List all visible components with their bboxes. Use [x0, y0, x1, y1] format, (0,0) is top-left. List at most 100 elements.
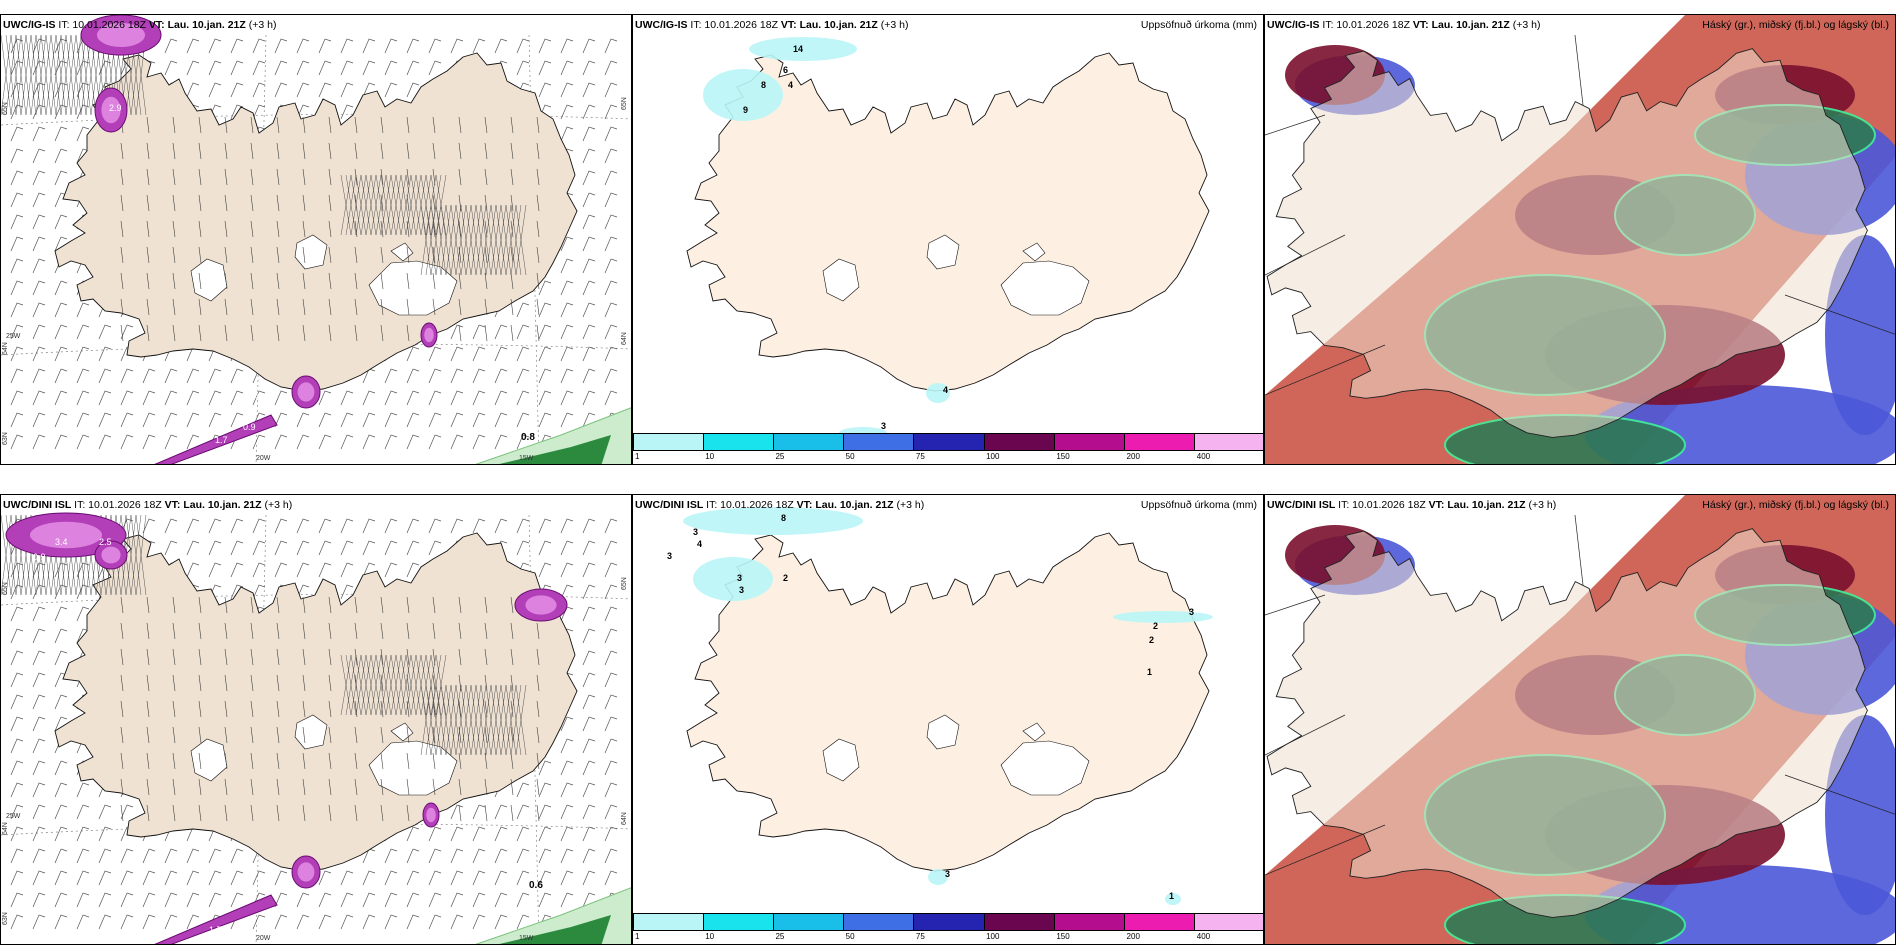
- wind-barb: [172, 622, 176, 640]
- wind-barb: [164, 540, 178, 556]
- precip-labels: 14 6 8 9 4 4 3: [743, 44, 948, 431]
- precip-label: 14: [793, 44, 803, 54]
- wind-barb: [76, 368, 90, 384]
- wind-barb: [198, 272, 202, 290]
- wind-barb: [516, 540, 530, 556]
- wind-barb: [328, 116, 332, 134]
- precip-panel-ig: UWC/IG-IS IT: 10.01.2026 18Z VT: Lau. 10…: [632, 14, 1264, 465]
- wind-barb: [510, 168, 514, 186]
- colorbar-swatch: [914, 914, 985, 930]
- wind-barb: [538, 870, 552, 886]
- wind-barb: [32, 892, 46, 908]
- wind-barb: [32, 628, 46, 644]
- wind-barb: [302, 752, 306, 770]
- wind-barb: [198, 298, 202, 316]
- wind-barb: [582, 368, 596, 384]
- wind-barb: [142, 434, 156, 450]
- wind-barb: [172, 674, 176, 692]
- wind-barb: [450, 434, 464, 450]
- colorbar: [633, 913, 1263, 931]
- wind-barb: [274, 914, 288, 930]
- wind-barb: [536, 272, 540, 290]
- precip-panel-dini: UWC/DINI ISL IT: 10.01.2026 18Z VT: Lau.…: [632, 494, 1264, 945]
- wind-barb: [186, 412, 200, 428]
- cloud-panel-dini: UWC/DINI ISL IT: 10.01.2026 18Z VT: Lau.…: [1264, 494, 1896, 945]
- wind-barb: [164, 390, 178, 406]
- wind-barb: [432, 622, 436, 640]
- wind-barb: [428, 518, 442, 534]
- wind-barb: [380, 622, 384, 640]
- wind-barb: [10, 390, 24, 406]
- wind-barb: [340, 104, 354, 120]
- wind-barb: [406, 38, 420, 54]
- iceland-coastline: [1266, 48, 1868, 438]
- wind-barb: [354, 778, 358, 796]
- wind-barb: [560, 302, 574, 318]
- lat-label: 64N: [2, 342, 9, 355]
- wind-barb: [32, 104, 46, 120]
- wind-barb: [208, 562, 222, 578]
- wind-barb: [224, 726, 228, 744]
- wind-barb: [458, 246, 462, 264]
- wind-barb: [146, 622, 150, 640]
- wind-barb: [536, 142, 540, 160]
- wind-barb: [380, 596, 384, 614]
- wind-barb: [120, 674, 124, 692]
- wind-barb: [406, 562, 420, 578]
- wind-barb: [164, 38, 178, 54]
- wind-barb: [224, 752, 228, 770]
- wind-barb: [384, 562, 398, 578]
- wind-barb: [76, 892, 90, 908]
- wind-barb: [560, 412, 574, 428]
- wind-barb: [406, 324, 410, 342]
- wind-barb: [208, 870, 222, 886]
- colorbar-swatch: [1124, 434, 1195, 450]
- wind-barb: [10, 324, 24, 340]
- wind-barb: [146, 752, 150, 770]
- wind-barb: [76, 60, 90, 76]
- lat-label: 64N: [621, 812, 628, 825]
- wind-barb: [302, 272, 306, 290]
- lat-label: 65N: [2, 102, 9, 115]
- wind-barb: [302, 700, 306, 718]
- wind-barb: [384, 434, 398, 450]
- wind-barb: [224, 298, 228, 316]
- wind-barb: [536, 324, 540, 342]
- wind-barb: [432, 194, 436, 212]
- wind-barb: [458, 168, 462, 186]
- wind-barb: [380, 778, 384, 796]
- precip-area: [926, 383, 950, 403]
- wind-barb: [604, 302, 618, 318]
- value-label: 1.6: [246, 390, 259, 400]
- wind-barb: [318, 892, 332, 908]
- wind-barb: [380, 272, 384, 290]
- wind-barb: [328, 194, 332, 212]
- wind-barb: [302, 648, 306, 666]
- wind-barb: [604, 126, 618, 142]
- wind-barb: [472, 38, 486, 54]
- wind-barb: [406, 60, 420, 76]
- wind-barb: [120, 848, 134, 864]
- wind-barb: [276, 220, 280, 238]
- wind-barb: [32, 192, 46, 208]
- wind-barb: [432, 272, 436, 290]
- wind-barb: [458, 116, 462, 134]
- panel-title: UWC/DINI ISL IT: 10.01.2026 18Z VT: Lau.…: [1267, 499, 1557, 511]
- wind-barb: [560, 126, 574, 142]
- wind-barb: [560, 716, 574, 732]
- wind-barb: [362, 412, 376, 428]
- wind-barb: [328, 168, 332, 186]
- precip-area: [749, 37, 857, 61]
- wind-barb: [146, 674, 150, 692]
- wind-barb: [302, 674, 306, 692]
- wind-barb: [198, 778, 202, 796]
- precip-label: 3: [739, 585, 744, 595]
- wind-barb: [318, 540, 332, 556]
- colorbar-swatch: [1054, 914, 1125, 930]
- wind-barb: [10, 782, 24, 798]
- wind-barb: [484, 324, 488, 342]
- wind-barb: [164, 848, 178, 864]
- wind-barb: [186, 562, 200, 578]
- wind-barb: [406, 622, 410, 640]
- wind-barb: [146, 246, 150, 264]
